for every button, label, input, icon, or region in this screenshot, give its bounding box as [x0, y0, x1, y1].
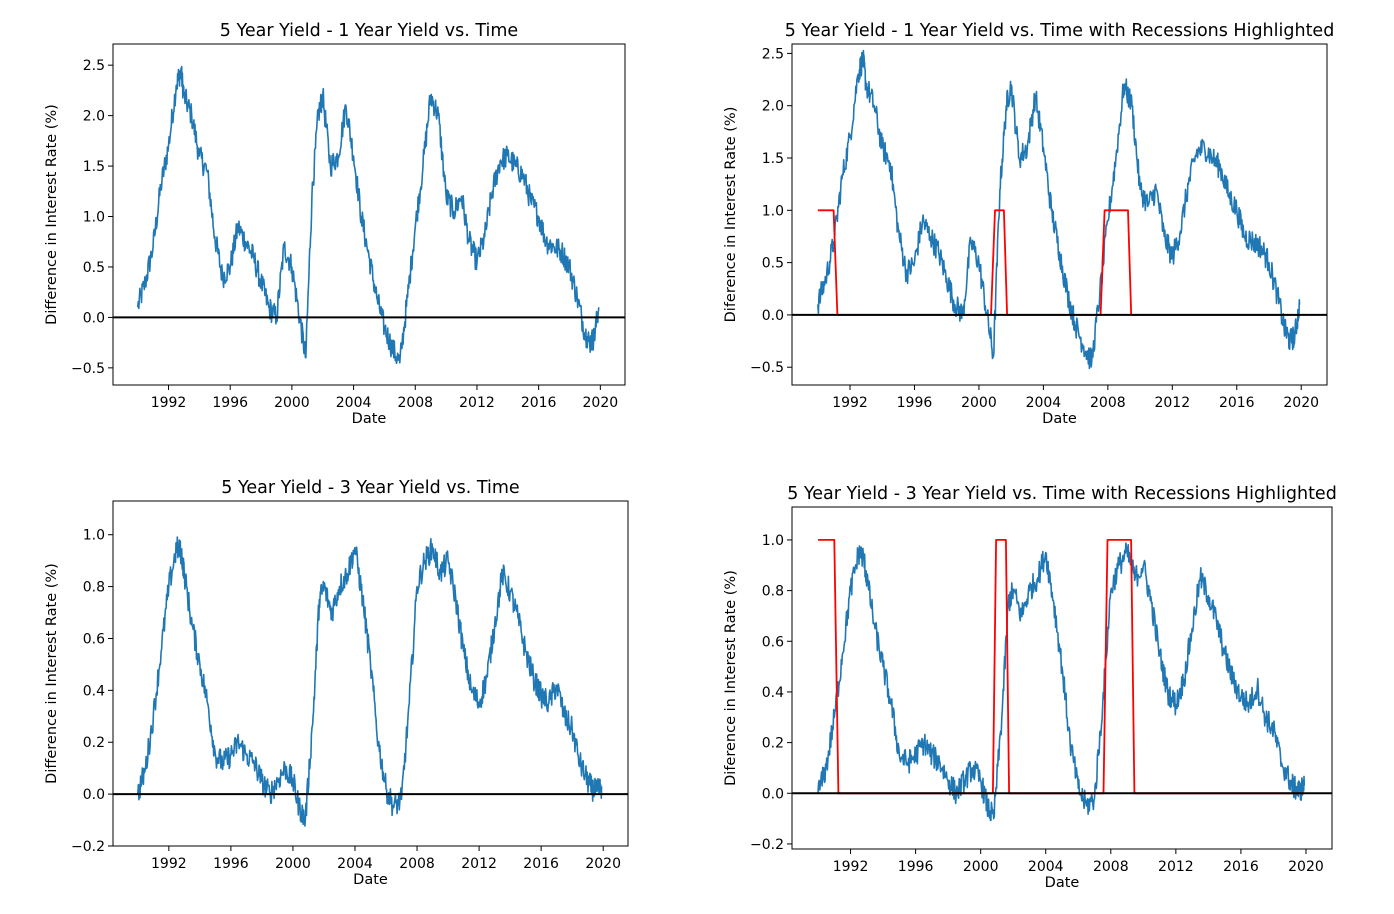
chart2-ytick-label: −0.5 — [750, 360, 784, 376]
chart4-xtick-label: 1996 — [898, 859, 934, 875]
chart4-ytick-label: 0.8 — [762, 584, 784, 600]
chart1-xtick-label: 2012 — [459, 395, 495, 411]
chart1-ytick-label: 1.5 — [83, 159, 105, 175]
chart2-xtick-label: 1992 — [832, 395, 868, 411]
chart3-ytick-label: 1.0 — [83, 528, 105, 544]
chart3-xlabel: Date — [353, 872, 388, 888]
chart4-series-2-line — [818, 539, 1305, 795]
chart1-ytick-label: −0.5 — [71, 361, 105, 377]
chart3-xtick-label: 2000 — [275, 856, 311, 872]
chart4-xtick-label: 2012 — [1158, 859, 1194, 875]
chart3-xtick-label: 1996 — [213, 856, 249, 872]
chart3-ytick-label: 0.2 — [83, 735, 105, 751]
chart1-plot-frame — [112, 43, 626, 386]
chart1-ytick-label: 0.5 — [83, 260, 105, 276]
chart4-xtick-label: 2016 — [1223, 859, 1259, 875]
chart2-ytick-label: 0.0 — [762, 308, 784, 324]
chart2-xtick-label: 2004 — [1026, 395, 1062, 411]
chart1-xlabel: Date — [352, 411, 387, 427]
chart2-xtick-label: 2016 — [1219, 395, 1255, 411]
chart2-ylabel: Diference in Interest Rate (%) — [723, 107, 739, 323]
chart1-ylabel: Difference in Interest Rate (%) — [44, 104, 60, 325]
chart3-xtick-label: 2004 — [337, 856, 373, 872]
chart4-xtick-label: 2008 — [1093, 859, 1129, 875]
chart3-ytick-label: 0.0 — [83, 787, 105, 803]
chart2: 1992 1996 2000 2004 2008 2012 2016 2020 −0.5 0.0 0… — [723, 21, 1334, 427]
chart2-xtick-label: 2000 — [961, 395, 997, 411]
chart2-ytick-label: 1.0 — [762, 203, 784, 219]
chart4-xtick-label: 2004 — [1028, 859, 1064, 875]
chart4-ytick-label: 0.2 — [762, 736, 784, 752]
chart1: 1992 1996 2000 2004 2008 2012 2016 2020 −0.5 0.0 0… — [44, 21, 626, 427]
chart3-series-1-line — [137, 536, 603, 827]
chart3-xtick-label: 2020 — [585, 856, 621, 872]
chart2-ytick-label: 2.0 — [762, 99, 784, 115]
chart1-ytick-label: 1.0 — [83, 210, 105, 226]
chart4-ytick-label: 0.6 — [762, 634, 784, 650]
chart2-ytick-label: 2.5 — [762, 46, 784, 62]
chart4-series-1-line — [817, 542, 1306, 822]
chart3-xtick-label: 1992 — [151, 856, 187, 872]
chart1-ytick-label: 2.0 — [83, 109, 105, 125]
chart1-series-1-line — [136, 65, 600, 365]
chart4: 1992 1996 2000 2004 2008 2012 2016 2020 −0.2 0.0 0… — [723, 484, 1337, 891]
chart2-ytick-label: 0.5 — [762, 256, 784, 272]
chart2-title: 5 Year Yield - 1 Year Yield vs. Time wit… — [785, 21, 1335, 41]
chart4-xtick-label: 2020 — [1288, 859, 1324, 875]
chart3-title: 5 Year Yield - 3 Year Yield vs. Time — [221, 478, 519, 498]
chart2-plot-frame — [791, 43, 1328, 386]
chart1-ytick-label: 2.5 — [83, 58, 105, 74]
chart1-ytick-label: 0.0 — [83, 310, 105, 326]
chart3-xtick-label: 2012 — [461, 856, 497, 872]
chart3-xtick-label: 2016 — [523, 856, 559, 872]
chart3-ytick-label: 0.4 — [83, 683, 105, 699]
chart2-series-1-line — [817, 49, 1301, 370]
chart3-ytick-label: 0.6 — [83, 631, 105, 647]
chart4-xtick-label: 1992 — [833, 859, 869, 875]
chart4-xtick-label: 2000 — [963, 859, 999, 875]
chart1-xtick-label: 2000 — [274, 395, 310, 411]
chart3-ytick-label: −0.2 — [71, 839, 105, 855]
chart4-ytick-label: 0.0 — [762, 786, 784, 802]
chart4-title: 5 Year Yield - 3 Year Yield vs. Time wit… — [787, 484, 1337, 504]
chart4-ytick-label: −0.2 — [750, 837, 784, 853]
chart1-title: 5 Year Yield - 1 Year Yield vs. Time — [220, 21, 518, 41]
chart4-ytick-label: 1.0 — [762, 533, 784, 549]
chart1-xtick-label: 1992 — [151, 395, 187, 411]
chart3-plot-frame — [112, 500, 629, 847]
chart4-ylabel: Diference in Interest Rate (%) — [723, 570, 739, 786]
chart1-xtick-label: 2008 — [397, 395, 433, 411]
chart4-plot-frame — [791, 506, 1333, 850]
chart2-xtick-label: 1996 — [897, 395, 933, 411]
chart1-xtick-label: 2004 — [336, 395, 372, 411]
chart2-xtick-label: 2020 — [1283, 395, 1319, 411]
chart4-ytick-label: 0.4 — [762, 685, 784, 701]
chart1-xtick-label: 2016 — [521, 395, 557, 411]
chart2-ytick-label: 1.5 — [762, 151, 784, 167]
chart3-ytick-label: 0.8 — [83, 580, 105, 596]
chart1-xtick-label: 2020 — [583, 395, 619, 411]
chart2-xtick-label: 2008 — [1090, 395, 1126, 411]
chart1-xtick-label: 1996 — [212, 395, 248, 411]
chart2-xlabel: Date — [1042, 411, 1077, 427]
chart2-xtick-label: 2012 — [1154, 395, 1190, 411]
chart3-xtick-label: 2008 — [399, 856, 435, 872]
chart2-series-2-line — [817, 209, 1300, 316]
chart3-ylabel: Difference in Interest Rate (%) — [44, 563, 60, 784]
chart3: 1992 1996 2000 2004 2008 2012 2016 2020 −0.2 0.0 0… — [44, 478, 629, 888]
chart4-xlabel: Date — [1045, 875, 1080, 891]
